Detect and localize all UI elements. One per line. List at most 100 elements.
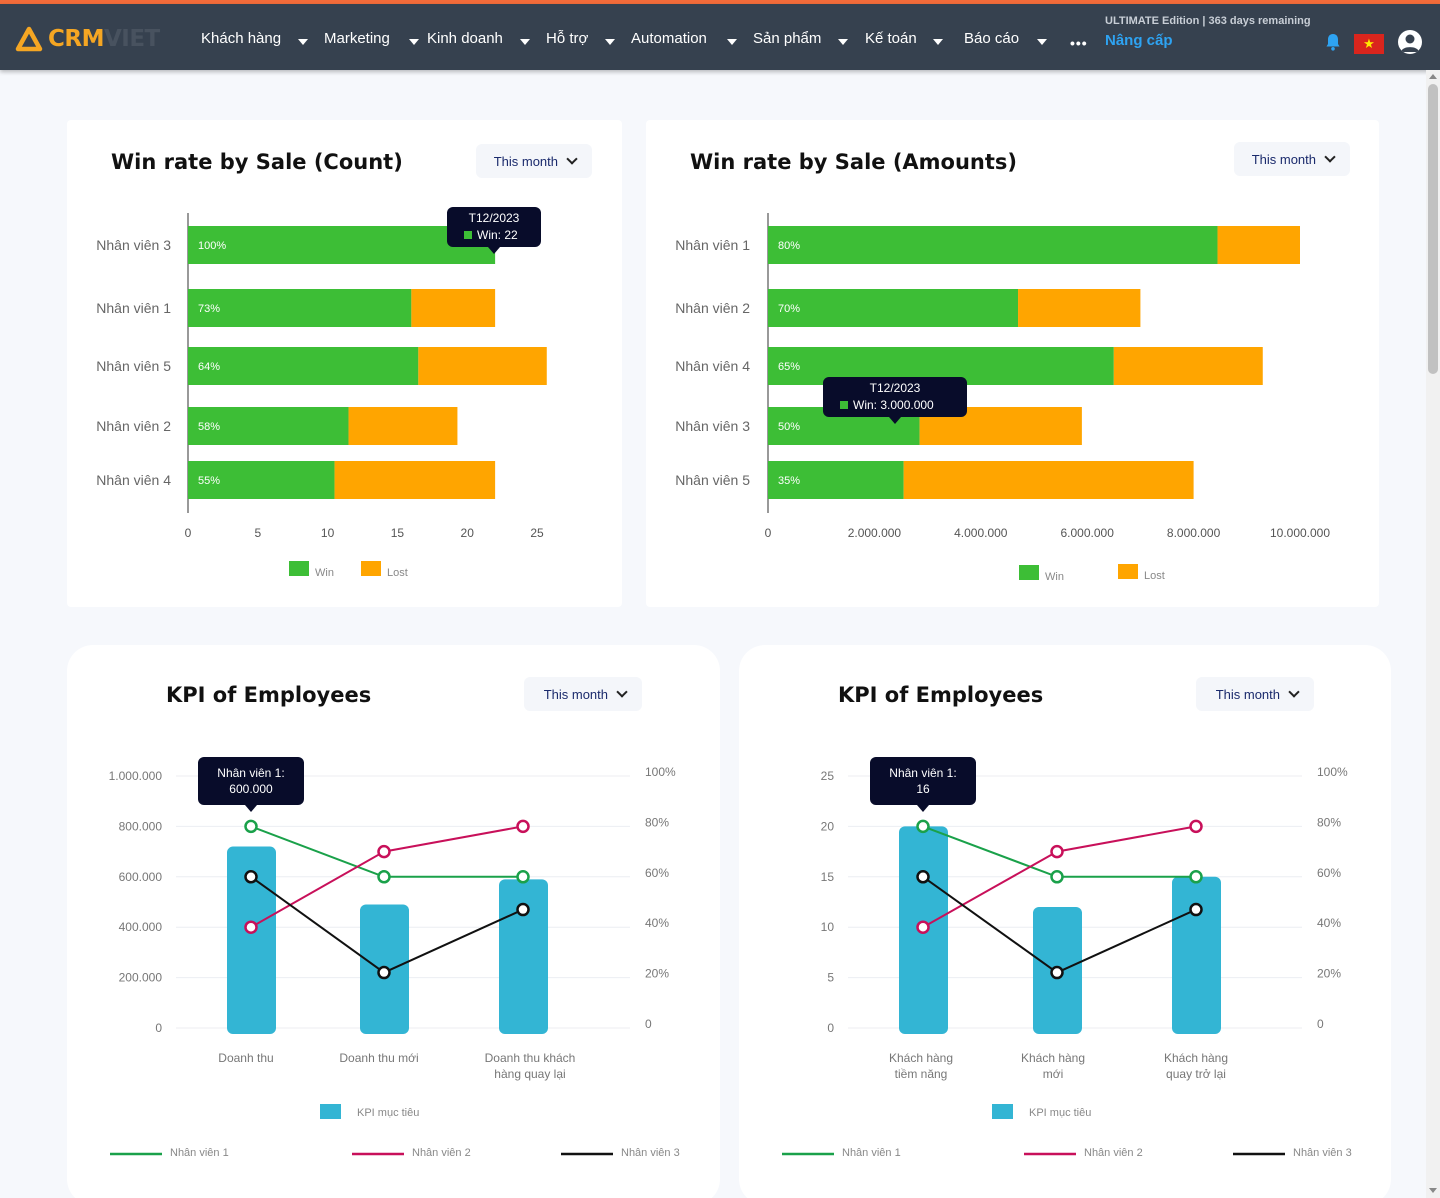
chevron-down-icon[interactable] <box>605 39 615 45</box>
series-point[interactable] <box>1189 870 1203 884</box>
series-point[interactable] <box>916 819 930 834</box>
category-label: quay trở lại <box>1166 1067 1226 1081</box>
series-point[interactable] <box>377 844 391 859</box>
legend-label: Lost <box>387 567 408 579</box>
series-point[interactable] <box>916 870 930 884</box>
series-point[interactable] <box>1050 870 1064 884</box>
series-point[interactable] <box>1050 965 1064 980</box>
period-select[interactable]: This month <box>1234 142 1350 176</box>
scroll-down-icon[interactable] <box>1429 1188 1437 1193</box>
chevron-down-icon[interactable] <box>727 39 737 45</box>
x-tick-label: 8.000.000 <box>1167 526 1221 540</box>
chevron-down-icon[interactable] <box>933 39 943 45</box>
more-icon[interactable]: ••• <box>1070 35 1088 51</box>
series-point[interactable] <box>377 965 391 980</box>
lost-bar[interactable] <box>334 461 496 499</box>
win-bar[interactable] <box>188 347 419 385</box>
win-rate-label: 80% <box>778 240 800 252</box>
nav-item-0[interactable]: Khách hàng <box>201 30 282 47</box>
y-tick-label: 600.000 <box>119 870 163 884</box>
lost-bar[interactable] <box>1018 289 1141 327</box>
kpi-target-bar[interactable] <box>227 846 276 1034</box>
category-label: Nhân viên 2 <box>675 300 750 316</box>
win-bar[interactable] <box>188 226 496 264</box>
nav-item-5[interactable]: Sản phẩm <box>753 30 822 47</box>
period-select[interactable]: This month <box>524 677 642 711</box>
kpi-target-bar[interactable] <box>499 879 548 1034</box>
card-title: Win rate by Sale (Amounts) <box>690 150 1018 174</box>
chevron-down-icon[interactable] <box>520 39 530 45</box>
win-count-card: Win rate by Sale (Count) This month 0 5 10… <box>67 120 622 607</box>
card-title: Win rate by Sale (Count) <box>111 150 403 174</box>
win-bar[interactable] <box>188 461 335 499</box>
series-point[interactable] <box>244 920 258 934</box>
win-bar[interactable] <box>768 289 1019 327</box>
lost-bar[interactable] <box>1113 347 1263 385</box>
lost-bar[interactable] <box>1217 226 1300 264</box>
win-count-chart: 0 5 10 15 20 25 Nhân viên 3 100% Nhân viên 1 73% N… <box>96 207 547 579</box>
nav-item-1[interactable]: Marketing <box>324 30 390 47</box>
tooltip-arrow <box>245 805 257 812</box>
category-label: Nhân viên 5 <box>96 358 171 374</box>
y-tick-label: 20 <box>821 819 835 833</box>
win-rate-label: 70% <box>778 303 800 315</box>
win-bar[interactable] <box>188 407 349 445</box>
category-label: Khách hàng <box>889 1051 953 1065</box>
series-point[interactable] <box>1189 902 1203 917</box>
y-tick-label: 0 <box>827 1021 834 1035</box>
user-avatar-icon[interactable] <box>1398 30 1422 54</box>
tooltip-value: Win: 3.000.000 <box>853 398 934 412</box>
kpi-target-bar[interactable] <box>1172 876 1221 1034</box>
select-value: This month <box>1251 151 1316 167</box>
series-point[interactable] <box>377 870 391 884</box>
scroll-thumb[interactable] <box>1428 84 1438 374</box>
series-point[interactable] <box>244 819 258 834</box>
x-tick-label: 10 <box>321 526 335 540</box>
lost-bar[interactable] <box>418 347 547 385</box>
lost-bar[interactable] <box>411 289 496 327</box>
nav-item-3[interactable]: Hỗ trợ <box>546 30 589 47</box>
nav-item-6[interactable]: Kế toán <box>865 30 917 47</box>
series-point[interactable] <box>916 920 930 934</box>
win-bar[interactable] <box>188 289 412 327</box>
legend-label: Lost <box>1144 570 1165 582</box>
bell-icon[interactable] <box>1325 33 1341 51</box>
win-rate-label: 65% <box>778 361 800 373</box>
win-bar[interactable] <box>768 226 1218 264</box>
win-amount-card: Win rate by Sale (Amounts) This month 0 2… <box>646 120 1379 607</box>
accent-strip <box>0 0 1440 4</box>
series-point[interactable] <box>516 870 530 884</box>
y-tick-label: 15 <box>821 870 835 884</box>
legend-label: Win <box>1045 571 1064 583</box>
period-select[interactable]: This month <box>1196 677 1314 711</box>
y-tick-label: 25 <box>821 769 835 783</box>
lost-bar[interactable] <box>903 461 1194 499</box>
chevron-down-icon[interactable] <box>838 39 848 45</box>
chevron-down-icon[interactable] <box>298 39 308 45</box>
period-select[interactable]: This month <box>476 144 592 178</box>
nav-item-4[interactable]: Automation <box>631 30 707 47</box>
app-logo[interactable]: CRMVIET <box>14 24 160 54</box>
scroll-up-icon[interactable] <box>1429 74 1437 79</box>
kpi-revenue-chart: 0 200.000 400.000 600.000 800.000 1.000.000 0 2… <box>109 757 680 1159</box>
chevron-down-icon[interactable] <box>1037 39 1047 45</box>
series-point[interactable] <box>1050 844 1064 859</box>
upgrade-link[interactable]: Nâng cấp <box>1105 32 1173 49</box>
series-point[interactable] <box>1189 819 1203 834</box>
nav-item-7[interactable]: Báo cáo <box>964 30 1020 47</box>
tooltip-arrow <box>917 805 929 812</box>
nav-item-2[interactable]: Kinh doanh <box>427 30 503 47</box>
lost-bar[interactable] <box>348 407 458 445</box>
tooltip-title: T12/2023 <box>870 381 921 395</box>
category-label: Nhân viên 5 <box>675 472 750 488</box>
series-point[interactable] <box>516 819 530 834</box>
series-point[interactable] <box>244 870 258 884</box>
legend-label: Nhân viên 1 <box>170 1147 229 1159</box>
series-point[interactable] <box>516 902 530 917</box>
vietnam-flag-icon[interactable]: ★ <box>1354 34 1384 54</box>
y2-tick-label: 20% <box>645 967 669 981</box>
win-bar[interactable] <box>768 461 904 499</box>
y2-tick-label: 80% <box>645 815 669 829</box>
legend-label: Nhân viên 3 <box>621 1147 680 1159</box>
chevron-down-icon[interactable] <box>409 39 419 45</box>
